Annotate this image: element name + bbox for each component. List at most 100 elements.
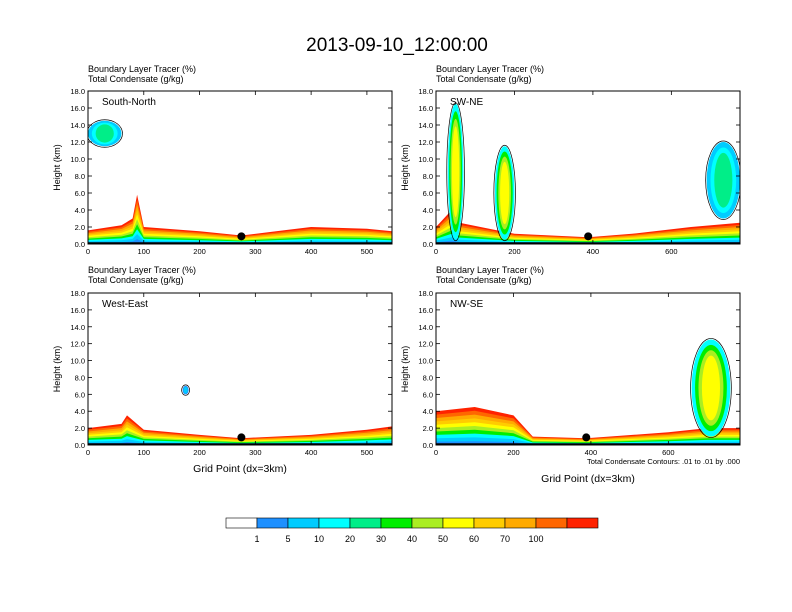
x-tick-label: 200	[508, 247, 521, 256]
y-tick-label: 16.0	[418, 306, 433, 315]
colorbar-swatch	[381, 518, 412, 528]
y-tick-label: 8.0	[75, 172, 85, 181]
y-tick-label: 8.0	[423, 172, 433, 181]
colorbar: 1 5 10 20 30 40 50 60 70 100	[226, 518, 598, 544]
y-axis-label: Height (km)	[52, 346, 62, 393]
y-tick-label: 0.0	[423, 441, 433, 450]
x-tick-label: 500	[361, 247, 374, 256]
x-tick-label: 200	[507, 448, 520, 457]
y-tick-label: 14.0	[70, 323, 85, 332]
colorbar-swatch	[288, 518, 319, 528]
y-tick-label: 14.0	[418, 323, 433, 332]
x-tick-label: 500	[361, 448, 374, 457]
y-tick-label: 18.0	[70, 87, 85, 96]
y-tick-label: 0.0	[75, 240, 85, 249]
plot-area	[87, 120, 392, 244]
colorbar-swatch	[257, 518, 288, 528]
y-tick-label: 2.0	[75, 424, 85, 433]
colorbar-label: 20	[345, 534, 355, 544]
y-tick-label: 0.0	[423, 240, 433, 249]
y-tick-label: 6.0	[75, 390, 85, 399]
contour-note: Total Condensate Contours: .01 to .01 by…	[587, 457, 740, 466]
convective-cell	[500, 162, 509, 224]
y-tick-label: 6.0	[423, 390, 433, 399]
colorbar-swatch	[412, 518, 443, 528]
y-axis-label: Height (km)	[400, 144, 410, 191]
x-tick-label: 600	[665, 247, 678, 256]
y-tick-label: 4.0	[75, 206, 85, 215]
y-tick-label: 12.0	[418, 340, 433, 349]
y-tick-label: 10.0	[70, 155, 85, 164]
panel-south-north: Boundary Layer Tracer (%) Total Condensa…	[52, 64, 392, 256]
y-tick-label: 14.0	[70, 121, 85, 130]
y-tick-label: 18.0	[418, 289, 433, 298]
panel-subtitle-1: Boundary Layer Tracer (%)	[436, 265, 544, 275]
x-axis-label-right: Grid Point (dx=3km)	[541, 473, 635, 485]
colorbar-swatch	[567, 518, 598, 528]
y-tick-label: 18.0	[418, 87, 433, 96]
colorbar-label: 50	[438, 534, 448, 544]
colorbar-label: 30	[376, 534, 386, 544]
y-tick-label: 2.0	[423, 223, 433, 232]
y-tick-label: 8.0	[423, 373, 433, 382]
y-tick-label: 10.0	[418, 357, 433, 366]
panel-label: South-North	[102, 97, 156, 108]
y-tick-label: 12.0	[70, 340, 85, 349]
panel-subtitle-2: Total Condensate (g/kg)	[436, 275, 532, 285]
y-tick-label: 6.0	[75, 189, 85, 198]
colorbar-label: 70	[500, 534, 510, 544]
x-tick-label: 300	[249, 247, 262, 256]
colorbar-swatch	[474, 518, 505, 528]
convective-cell	[702, 356, 720, 421]
colorbar-label: 40	[407, 534, 417, 544]
colorbar-swatch	[505, 518, 536, 528]
y-tick-label: 12.0	[418, 138, 433, 147]
colorbar-label: 5	[285, 534, 290, 544]
x-tick-label: 400	[585, 448, 598, 457]
panel-subtitle-2: Total Condensate (g/kg)	[88, 74, 184, 84]
y-tick-label: 10.0	[70, 357, 85, 366]
x-tick-label: 100	[138, 448, 151, 457]
convective-cell	[96, 124, 114, 142]
colorbar-swatch	[443, 518, 474, 528]
panel-subtitle-1: Boundary Layer Tracer (%)	[436, 64, 544, 74]
x-tick-label: 0	[86, 448, 90, 457]
location-marker	[237, 232, 245, 240]
x-tick-label: 400	[305, 247, 318, 256]
x-tick-label: 400	[587, 247, 600, 256]
colorbar-swatch	[536, 518, 567, 528]
y-tick-label: 4.0	[75, 407, 85, 416]
colorbar-label: 100	[528, 534, 543, 544]
y-tick-label: 18.0	[70, 289, 85, 298]
x-tick-label: 300	[249, 448, 262, 457]
x-tick-label: 0	[434, 247, 438, 256]
y-tick-label: 4.0	[423, 206, 433, 215]
y-tick-label: 6.0	[423, 189, 433, 198]
y-tick-label: 12.0	[70, 138, 85, 147]
colorbar-swatch	[319, 518, 350, 528]
convective-cell	[714, 153, 732, 208]
panel-nw-se: Boundary Layer Tracer (%) Total Condensa…	[400, 265, 740, 466]
location-marker	[582, 433, 590, 441]
x-tick-label: 0	[86, 247, 90, 256]
x-tick-label: 400	[305, 448, 318, 457]
y-tick-label: 10.0	[418, 155, 433, 164]
panel-sw-ne: Boundary Layer Tracer (%) Total Condensa…	[400, 64, 741, 256]
x-tick-label: 200	[193, 247, 206, 256]
plot-area	[436, 103, 741, 244]
y-tick-label: 4.0	[423, 407, 433, 416]
plot-area	[436, 338, 740, 445]
x-tick-label: 600	[662, 448, 675, 457]
panel-subtitle-2: Total Condensate (g/kg)	[88, 275, 184, 285]
y-tick-label: 2.0	[75, 223, 85, 232]
colorbar-label: 60	[469, 534, 479, 544]
location-marker	[237, 433, 245, 441]
convective-cell	[452, 126, 459, 217]
x-tick-label: 0	[434, 448, 438, 457]
convective-cell	[184, 387, 188, 394]
colorbar-swatch	[226, 518, 257, 528]
plot-frame	[436, 91, 740, 244]
y-tick-label: 2.0	[423, 424, 433, 433]
x-tick-label: 100	[138, 247, 151, 256]
